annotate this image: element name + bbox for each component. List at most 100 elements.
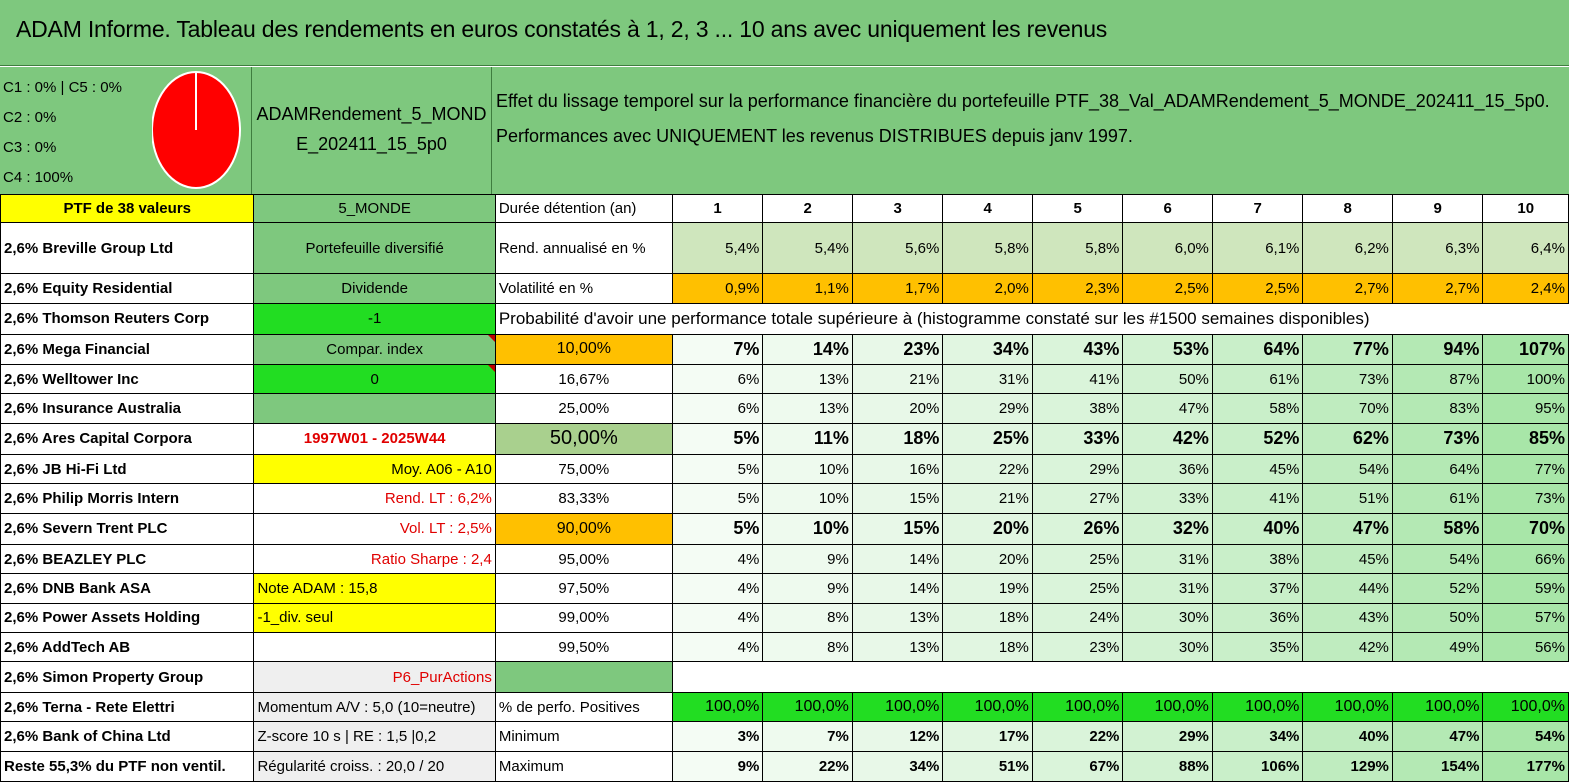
table-row: 2,6% Severn Trent PLC Vol. LT : 2,5% 90,00… [0,512,1569,546]
dividend-label: Dividende [253,272,496,305]
proba-value: 18% [942,602,1033,634]
maximum-value: 177% [1482,750,1569,782]
proba-value: 5% [671,483,764,514]
table-row: 2,6% Simon Property Group P6_PurActions [0,661,1569,693]
allocation-line: C3 : 0% [3,139,57,156]
year-header: 7 [1211,193,1304,224]
year-header: 8 [1302,193,1393,224]
proba-value: 35% [1211,632,1304,663]
proba-value: 5% [671,422,764,456]
proba-value: 9% [762,573,853,604]
allocation-pie-chart [152,71,241,189]
proba-value: 59% [1482,573,1569,604]
table-row: 2,6% Philip Morris Intern Rend. LT : 6,2%… [0,483,1569,514]
proba-value: 30% [1122,602,1213,634]
minimum-value: 22% [1031,721,1124,752]
proba-value: 58% [1391,512,1484,546]
maximum-label: Maximum [494,750,673,782]
proba-value: 25% [1031,573,1124,604]
proba-value: 45% [1211,454,1304,485]
proba-value: 42% [1302,632,1393,663]
proba-value: 10% [762,454,853,485]
allocation-line: C2 : 0% [3,109,57,126]
momentum-label: Momentum A/V : 5,0 (10=neutre) [253,691,496,723]
proba-value: 22% [942,454,1033,485]
minimum-value: 7% [762,721,853,752]
proba-value: 85% [1482,422,1569,456]
rend-value: 5,4% [671,222,764,274]
regularite-label: Régularité croiss. : 20,0 / 20 [253,750,496,782]
rend-value: 6,4% [1482,222,1569,274]
p6-label: P6_PurActions [253,661,496,693]
proba-value: 15% [851,512,944,546]
minimum-value: 3% [671,721,764,752]
proba-value: 31% [942,363,1033,395]
zero-badge: 0 [253,363,496,395]
table-row: 2,6% BEAZLEY PLC Ratio Sharpe : 2,4 95,00%… [0,544,1569,575]
proba-value: 5% [671,512,764,546]
proba-value: 40% [1211,512,1304,546]
empty-cell [253,632,496,663]
table-row: 2,6% AddTech AB 99,50% 4% 8% 13% 18% 23% 30% 35%… [0,632,1569,663]
proba-value: 47% [1122,393,1213,424]
proba-value: 4% [671,602,764,634]
year-header: 4 [942,193,1033,224]
positive-value: 100,0% [1122,691,1213,723]
proba-value: 31% [1122,544,1213,575]
positive-value: 100,0% [1391,691,1484,723]
proba-value: 56% [1482,632,1569,663]
probability-level: 83,33% [494,483,673,514]
proba-value: 4% [671,573,764,604]
proba-value: 73% [1391,422,1484,456]
proba-value: 66% [1482,544,1569,575]
proba-value: 21% [851,363,944,395]
proba-value: 24% [1031,602,1124,634]
proba-value: 19% [942,573,1033,604]
proba-value: 87% [1391,363,1484,395]
proba-value: 33% [1122,483,1213,514]
proba-value: 5% [671,454,764,485]
rend-value: 6,3% [1391,222,1484,274]
holding-name: 2,6% Ares Capital Corpora [0,422,255,456]
table-row: PTF de 38 valeurs 5_MONDE Durée détention … [0,193,1569,224]
proba-value: 29% [942,393,1033,424]
period-label: 1997W01 - 2025W44 [253,422,496,456]
year-header: 5 [1031,193,1124,224]
rend-value: 5,6% [851,222,944,274]
rend-value: 5,8% [942,222,1033,274]
year-header: 10 [1482,193,1569,224]
moy-label: Moy. A06 - A10 [253,454,496,485]
positive-value: 100,0% [1482,691,1569,723]
proba-value: 53% [1122,333,1213,366]
probability-level: 97,50% [494,573,673,604]
year-header: 1 [671,193,764,224]
holding-name: 2,6% Severn Trent PLC [0,512,255,546]
proba-value: 14% [851,573,944,604]
proba-value: 51% [1302,483,1393,514]
maximum-value: 67% [1031,750,1124,782]
proba-value: 25% [1031,544,1124,575]
allocation-panel: C1 : 0% | C5 : 0% C2 : 0% C3 : 0% C4 : 1… [0,67,252,194]
duration-label: Durée détention (an) [494,193,673,224]
positive-value: 100,0% [942,691,1033,723]
maximum-value: 129% [1302,750,1393,782]
portfolio-name: ADAMRendement_5_MONDE_202411_15_5p0 [252,67,492,194]
maximum-value: 9% [671,750,764,782]
positive-value: 100,0% [1211,691,1304,723]
proba-value: 70% [1302,393,1393,424]
minus-one-badge: -1 [253,303,496,335]
table-row: 2,6% Insurance Australia 25,00% 6% 13% 20% 29… [0,393,1569,424]
table-row: 2,6% Power Assets Holding -1_div. seul 99,… [0,602,1569,634]
table-row: 2,6% Ares Capital Corpora 1997W01 - 2025W… [0,422,1569,456]
holding-name: 2,6% JB Hi-Fi Ltd [0,454,255,485]
positive-value: 100,0% [1302,691,1393,723]
vol-value: 2,5% [1122,272,1213,305]
sharpe-label: Ratio Sharpe : 2,4 [253,544,496,575]
proba-value: 25% [942,422,1033,456]
holding-name: 2,6% Philip Morris Intern [0,483,255,514]
rend-value: 6,1% [1211,222,1304,274]
table-row: 2,6% Terna - Rete Elettri Momentum A/V : … [0,691,1569,723]
proba-value: 45% [1302,544,1393,575]
proba-value: 6% [671,393,764,424]
proba-value: 10% [762,512,853,546]
